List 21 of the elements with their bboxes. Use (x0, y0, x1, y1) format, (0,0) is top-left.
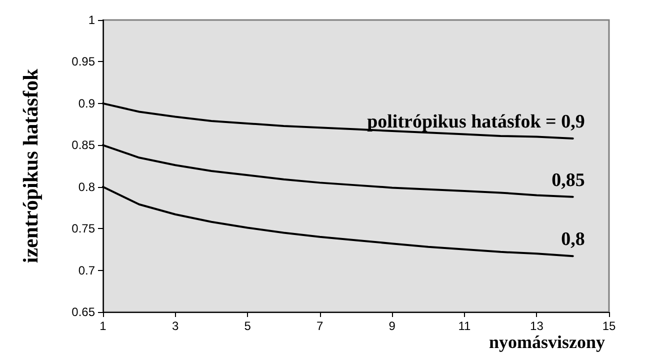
y-tick-label: 0.95 (72, 54, 96, 69)
x-axis-title: nyomásviszony (488, 332, 605, 352)
y-tick-label: 0.7 (78, 263, 96, 278)
y-tick-label: 0.85 (72, 138, 96, 152)
series-label: 0,85 (552, 170, 585, 191)
x-tick-label: 9 (388, 319, 396, 333)
y-tick-label: 1 (88, 13, 96, 27)
y-axis-title: izentrópikus hatásfok (18, 68, 42, 264)
x-tick-label: 13 (530, 319, 544, 333)
x-tick-label: 15 (602, 319, 616, 333)
x-tick-label: 1 (100, 319, 107, 333)
y-tick-label: 0.65 (72, 305, 96, 319)
y-tick-label: 0.9 (78, 96, 96, 110)
y-tick-label: 0.75 (72, 222, 96, 236)
x-tick-label: 3 (172, 319, 179, 333)
y-tick-label: 0.8 (78, 180, 96, 194)
x-tick-label: 11 (458, 319, 471, 333)
series-label: 0,8 (561, 229, 585, 250)
series-label: politrópikus hatásfok = 0,9 (367, 111, 585, 132)
x-tick-label: 5 (244, 319, 252, 333)
x-tick-label: 7 (316, 319, 324, 333)
